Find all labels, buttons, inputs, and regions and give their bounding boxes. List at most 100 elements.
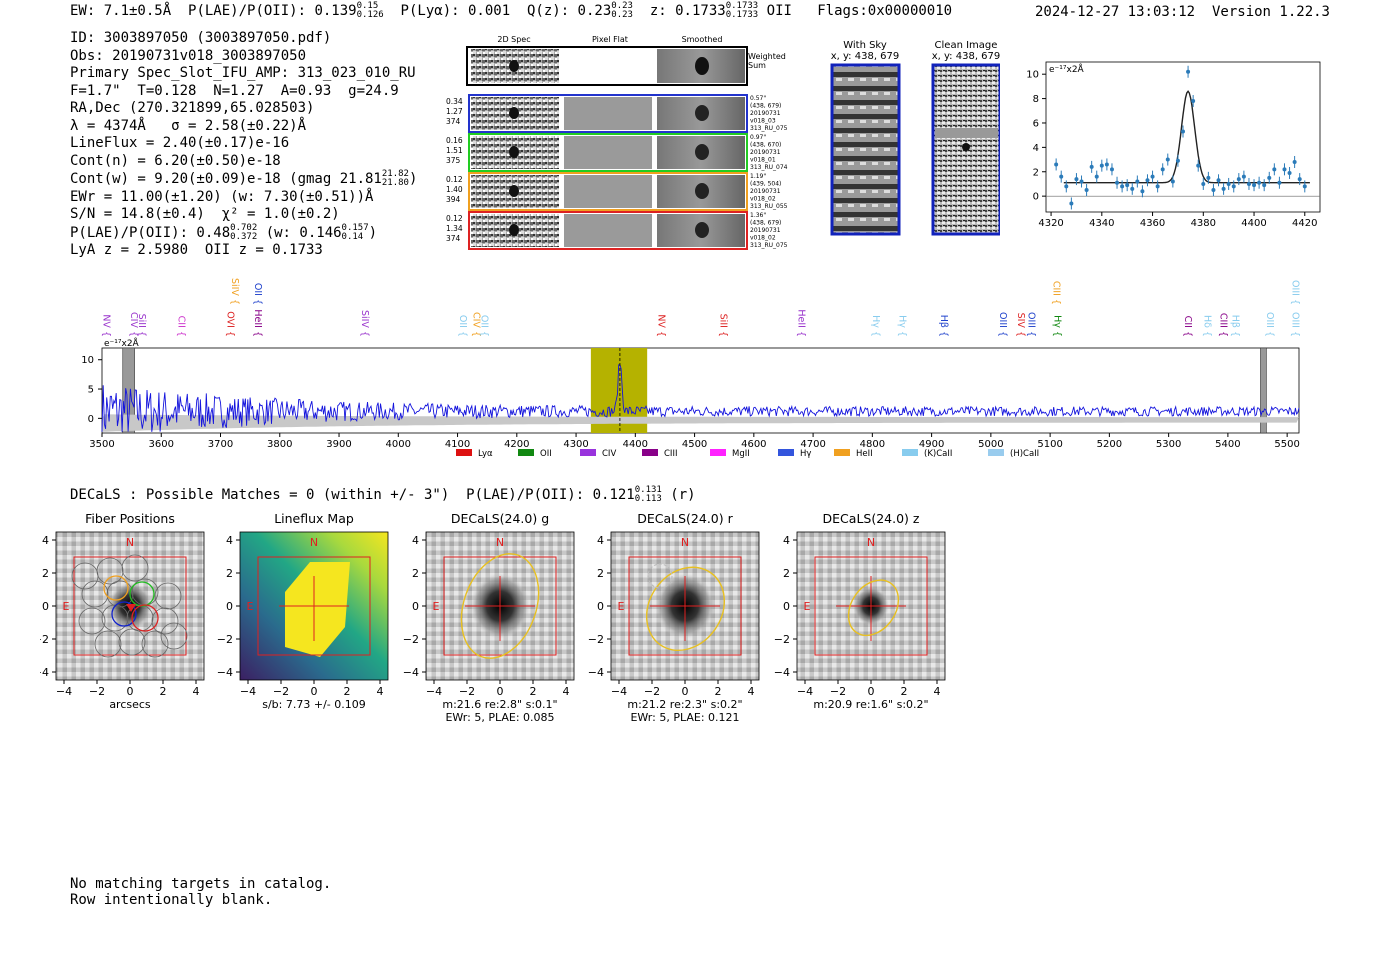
legend-swatch	[778, 449, 794, 456]
wide-xtick-label: 3900	[326, 439, 351, 450]
thumb-xtick-label: 0	[868, 685, 875, 698]
emission-line-label: NV {	[655, 314, 666, 337]
zoom-point	[1150, 174, 1155, 179]
thumb-ytick-label: 0	[226, 600, 233, 613]
thumb-caption: arcsecs	[109, 698, 151, 711]
legend-label: MgII	[732, 449, 750, 459]
thumb-ytick-label: 0	[597, 600, 604, 613]
wide-xtick-label: 4700	[800, 439, 825, 450]
info-obs: Obs: 20190731v018_3003897050	[70, 47, 307, 64]
legend-swatch	[580, 449, 596, 456]
cutout-right-label: 313_RU_075	[750, 125, 788, 132]
cutout-left-label: 374	[446, 234, 461, 243]
emission-line-label: CII {	[1182, 316, 1193, 337]
thumb-ytick-label: −2	[403, 633, 419, 646]
legend-swatch	[710, 449, 726, 456]
header-plae: P(LAE)/P(OII): 0.139	[188, 3, 357, 19]
zoom-point	[1084, 188, 1089, 193]
thumb-ytick-label: 4	[597, 534, 604, 547]
zoom-point	[1059, 174, 1064, 179]
zoom-point	[1282, 167, 1287, 172]
cutout-right-label: v018_03	[750, 118, 776, 125]
zoom-line-chart: e⁻¹⁷x2Å 4320 4340 4360 4380 4400 4420 0 2 4 6 8 10	[1026, 61, 1321, 229]
zoom-point	[1277, 180, 1282, 185]
fiber-circle	[160, 622, 188, 650]
legend-item: Hγ	[778, 449, 811, 459]
thumb-caption: m:21.2 re:2.3" s:0.2"	[627, 698, 742, 711]
wide-xtick-label: 4200	[504, 439, 529, 450]
legend-swatch	[902, 449, 918, 456]
legend-item: (H)CaII	[988, 449, 1039, 459]
wide-xtick-label: 4400	[623, 439, 648, 450]
info-plae: P(LAE)/P(OII): 0.480.702 0.372 (w: 0.1460…	[70, 222, 378, 242]
cutout-right-label: 1.19"	[750, 173, 766, 180]
fiber-blue	[111, 601, 137, 627]
header-right: 2024-12-27 13:03:12 Version 1.22.3	[1035, 4, 1330, 20]
thumb-ytick-label: 2	[42, 567, 49, 580]
zoom-point	[1236, 177, 1241, 182]
cutout-right-label: v018_02	[750, 235, 776, 242]
emission-line-label: HeII {	[252, 309, 263, 337]
legend-item: OII	[518, 449, 552, 459]
zoom-point	[1094, 174, 1099, 179]
compass-east: E	[247, 600, 254, 613]
emission-line-label: Hβ {	[1230, 315, 1241, 337]
thumb-box	[814, 556, 928, 656]
wide-error-band	[102, 414, 1299, 432]
header-datetime: 2024-12-27 13:03:12	[1034, 4, 1196, 20]
zoom-point	[1181, 129, 1185, 134]
cutout-source	[509, 185, 519, 197]
zoom-point	[1226, 181, 1231, 186]
emission-line-label: NV {	[101, 314, 112, 337]
zoom-point	[1155, 184, 1160, 189]
header-z-line: OII	[766, 3, 792, 19]
legend-swatch	[642, 449, 658, 456]
clean-image-title: Clean Image	[935, 40, 998, 51]
thumb-xtick-label: −2	[830, 685, 846, 698]
zoom-xtick-label: 4420	[1292, 218, 1317, 229]
zoom-point	[1130, 186, 1135, 191]
emission-line-label: HeII {	[796, 309, 807, 337]
clean-image-xy: x, y: 438, 679	[932, 51, 1000, 62]
compass-north: N	[126, 536, 134, 549]
thumb-panel-2: DECaLS(24.0) g N E −4 −4 −2 −2 0 0 2 2 4 4 m:21.6 re:…	[403, 511, 575, 724]
thumb-xtick-label: 4	[748, 685, 755, 698]
thumb-ytick-label: 4	[42, 534, 49, 547]
info-contn: Cont(n) = 6.20(±0.50)e-18	[70, 152, 281, 169]
cutout-left-label: 0.12	[446, 214, 463, 223]
fiber-circle	[141, 630, 169, 658]
thumb-panel-3: DECaLS(24.0) r N E −4 −4 −2 −2 0 0 2 2 4 4 m:21.2 re:…	[588, 511, 760, 724]
zoom-point	[1292, 160, 1297, 164]
cutout-pixelflat	[564, 175, 652, 208]
thumb-caption-2: EWr: 5, PLAE: 0.085	[445, 711, 554, 724]
fiber-circle	[118, 628, 146, 656]
thumb-caption-2: EWr: 5, PLAE: 0.121	[630, 711, 739, 724]
header-ew: EW: 7.1±0.5Å	[70, 3, 172, 19]
wide-xtick-label: 4800	[860, 439, 885, 450]
col-title-smoothed: Smoothed	[682, 35, 723, 44]
wide-ytick-label: 5	[88, 385, 94, 396]
emission-line-label: OIII {	[1290, 312, 1301, 337]
thumb-ytick-label: −4	[588, 666, 604, 679]
info-lambda: λ = 4374Å σ = 2.58(±0.22)Å	[70, 117, 307, 134]
thumb-xtick-label: 2	[344, 685, 351, 698]
wide-ytick-label: 10	[81, 355, 94, 366]
emission-line-label: SiIV {	[229, 278, 240, 305]
zoom-ytick-label: 10	[1026, 70, 1039, 81]
cutout-left-label: 394	[446, 195, 461, 204]
header-plae-range: 0.15 0.126	[356, 1, 384, 20]
thumb-xtick-label: −2	[273, 685, 289, 698]
emission-line-label: OIII {	[1026, 312, 1037, 337]
zoom-point	[1104, 162, 1109, 167]
zoom-point	[1140, 189, 1145, 194]
zoom-point	[1267, 175, 1272, 180]
zoom-ytick-label: 8	[1033, 94, 1039, 105]
decals-ellipse	[847, 579, 900, 637]
header-qz: Q(z): 0.23	[526, 3, 612, 19]
zoom-xtick-label: 4380	[1191, 218, 1216, 229]
cutout-right-label: 20190731	[750, 227, 781, 234]
decals-neighbor	[647, 563, 673, 589]
emission-line-label: CIV {	[470, 312, 481, 337]
